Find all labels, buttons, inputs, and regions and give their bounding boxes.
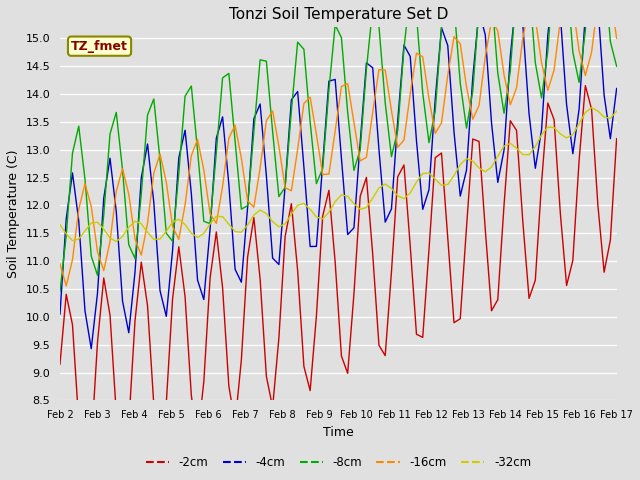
Y-axis label: Soil Temperature (C): Soil Temperature (C) [7, 150, 20, 278]
Text: TZ_fmet: TZ_fmet [71, 40, 128, 53]
X-axis label: Time: Time [323, 426, 354, 439]
Legend: -2cm, -4cm, -8cm, -16cm, -32cm: -2cm, -4cm, -8cm, -16cm, -32cm [141, 451, 536, 473]
Title: Tonzi Soil Temperature Set D: Tonzi Soil Temperature Set D [228, 7, 448, 22]
